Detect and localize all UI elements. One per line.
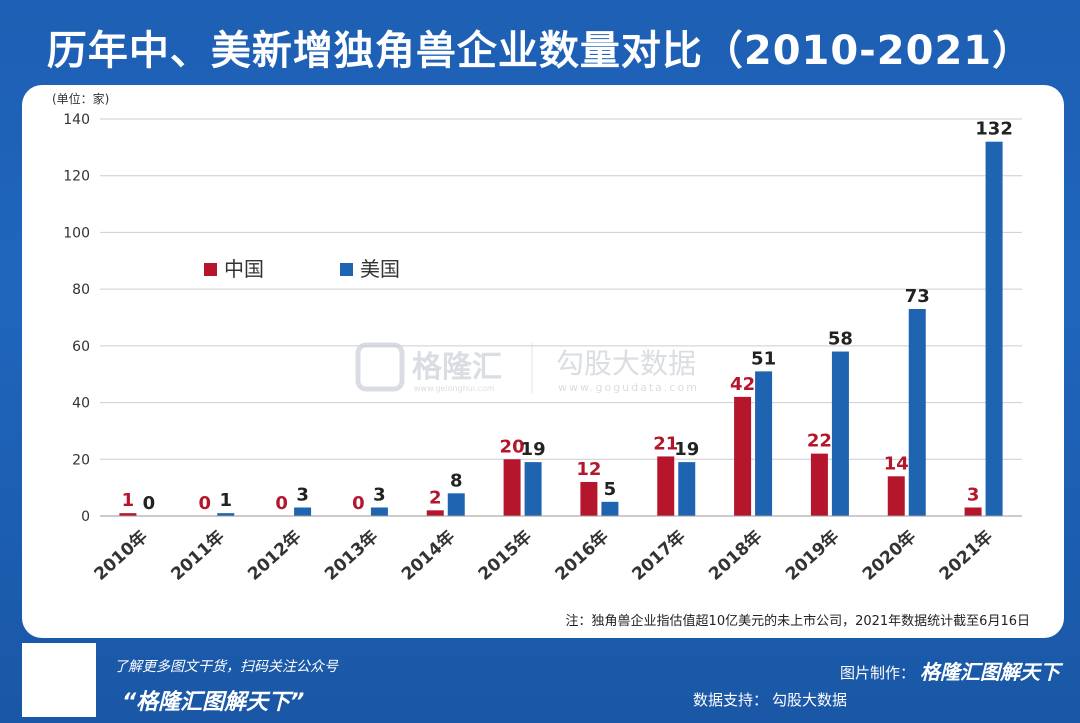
y-tick-label: 140 [63, 112, 90, 128]
y-tick-label: 20 [72, 452, 90, 468]
bar-china [426, 510, 444, 516]
legend-label-china: 中国 [224, 257, 264, 281]
x-tick-label: 2018年 [705, 526, 767, 585]
data-label-usa: 1 [219, 490, 232, 511]
data-label-usa: 8 [450, 470, 463, 491]
legend-swatch-usa [340, 263, 353, 276]
data-label-usa: 5 [604, 479, 617, 500]
watermark-url-left: www.gelonghui.com [414, 384, 495, 393]
bar-usa [985, 141, 1003, 516]
data-label-usa: 0 [143, 493, 156, 514]
data-label-usa: 58 [828, 329, 853, 350]
x-tick-label: 2019年 [781, 526, 843, 585]
data-label-china: 20 [500, 436, 525, 457]
legend-swatch-china [204, 263, 217, 276]
x-tick-label: 2021年 [935, 526, 997, 585]
bar-china [657, 456, 675, 516]
x-tick-label: 2011年 [167, 526, 229, 585]
data-label-usa: 3 [373, 484, 386, 505]
x-tick-label: 2013年 [320, 526, 382, 585]
data-label-china: 22 [807, 431, 832, 452]
support-value: 勾股大数据 [772, 691, 848, 709]
x-tick-label: 2015年 [474, 526, 536, 585]
data-label-china: 0 [352, 493, 365, 514]
y-tick-label: 0 [81, 509, 90, 525]
data-label-usa: 19 [521, 439, 546, 460]
data-label-china: 3 [967, 484, 980, 505]
watermark-url-right: www.gogudata.com [558, 381, 699, 394]
data-label-usa: 19 [674, 439, 699, 460]
x-tick-label: 2012年 [244, 526, 306, 585]
y-tick-label: 40 [72, 396, 90, 412]
legend-label-usa: 美国 [360, 257, 400, 281]
bar-china [580, 481, 598, 516]
y-tick-label: 80 [72, 282, 90, 298]
x-tick-label: 2016年 [551, 526, 613, 585]
data-label-china: 1 [122, 490, 135, 511]
y-tick-label: 60 [72, 339, 90, 355]
data-label-china: 42 [730, 374, 755, 395]
bar-china [734, 396, 752, 516]
data-label-china: 21 [653, 433, 678, 454]
bar-usa [524, 462, 542, 516]
support-label: 数据支持： [693, 691, 769, 709]
bar-usa [678, 462, 696, 516]
data-label-usa: 73 [905, 286, 930, 307]
page-title: 历年中、美新增独角兽企业数量对比（2010-2021） [46, 28, 1034, 74]
bar-china [119, 513, 137, 516]
bar-china [964, 507, 982, 516]
data-label-china: 0 [275, 493, 288, 514]
data-support: 数据支持： 勾股大数据 [693, 689, 847, 710]
data-label-usa: 3 [296, 484, 309, 505]
data-label-china: 12 [576, 459, 601, 480]
footnote: 注：独角兽企业指估值超10亿美元的未上市公司，2021年数据统计截至6月16日 [566, 613, 1030, 629]
y-tick-label: 120 [63, 169, 90, 185]
credit-label: 图片制作： [840, 664, 916, 682]
bar-china [887, 476, 905, 516]
data-label-china: 2 [429, 487, 442, 508]
watermark-brand-left: 格隆汇 [412, 350, 502, 385]
watermark-logo-icon [355, 342, 405, 392]
x-tick-label: 2014年 [397, 526, 459, 585]
x-tick-label: 2017年 [628, 526, 690, 585]
bar-usa [908, 308, 926, 516]
bar-usa [447, 493, 465, 516]
y-unit-label: (单位：家) [52, 91, 109, 106]
bar-usa [370, 507, 388, 516]
x-tick-label: 2020年 [858, 526, 920, 585]
watermark-brand-right: 勾股大数据 [556, 347, 696, 380]
qr-code-image[interactable] [22, 643, 96, 717]
bar-usa [755, 371, 773, 516]
slogan-text: “格隆汇图解天下” [122, 690, 305, 715]
bar-usa [217, 513, 235, 516]
bar-china [503, 459, 521, 516]
data-label-china: 0 [198, 493, 211, 514]
bar-china [810, 453, 828, 516]
data-label-china: 14 [884, 453, 909, 474]
x-tick-label: 2010年 [90, 526, 152, 585]
credit-brand-logo: 格隆汇图解天下 [920, 660, 1060, 684]
y-tick-label: 100 [63, 225, 90, 241]
bar-usa [601, 501, 619, 516]
promo-text: 了解更多图文干货，扫码关注公众号 [114, 659, 338, 675]
chart-panel: 格隆汇 www.gelonghui.com 勾股大数据 www.gogudata.co… [22, 85, 1064, 638]
bar-usa [831, 351, 849, 516]
bar-usa [294, 507, 312, 516]
data-label-usa: 132 [975, 119, 1013, 140]
data-label-usa: 51 [751, 348, 776, 369]
